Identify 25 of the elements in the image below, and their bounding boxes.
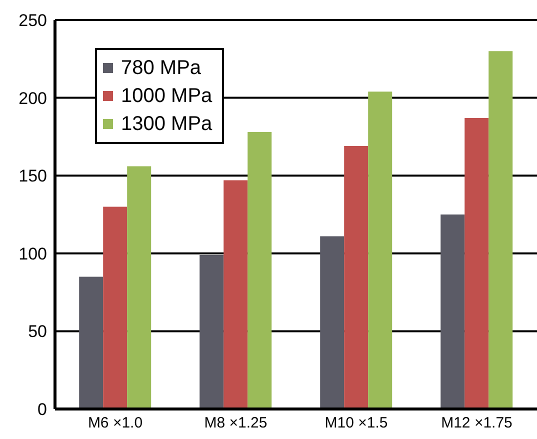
bar — [368, 92, 392, 409]
y-tick-label: 150 — [18, 166, 47, 186]
x-tick-label: M6 ×1.0 — [88, 414, 143, 432]
y-tick-label: 200 — [18, 88, 47, 108]
legend-label: 1000 MPa — [121, 84, 212, 109]
bar — [488, 51, 513, 409]
y-tick-label: 100 — [18, 244, 47, 264]
bar — [440, 214, 465, 409]
bar — [127, 166, 152, 409]
x-tick-label: M10 ×1.5 — [324, 414, 388, 432]
bar — [344, 146, 368, 409]
legend-label: 1300 MPa — [121, 112, 212, 137]
bar — [200, 254, 224, 409]
y-tick-label: 0 — [38, 400, 47, 420]
bar — [224, 180, 248, 409]
bar — [248, 132, 272, 409]
bar — [320, 236, 344, 409]
bar — [79, 276, 104, 409]
legend-label: 780 MPa — [121, 56, 202, 81]
y-tick-label: 250 — [18, 11, 47, 30]
x-tick-label: M8 ×1.25 — [204, 414, 268, 432]
bar — [103, 206, 128, 409]
bar — [464, 118, 489, 409]
x-tick-label: M12 ×1.75 — [441, 414, 512, 432]
y-tick-label: 50 — [28, 322, 47, 342]
